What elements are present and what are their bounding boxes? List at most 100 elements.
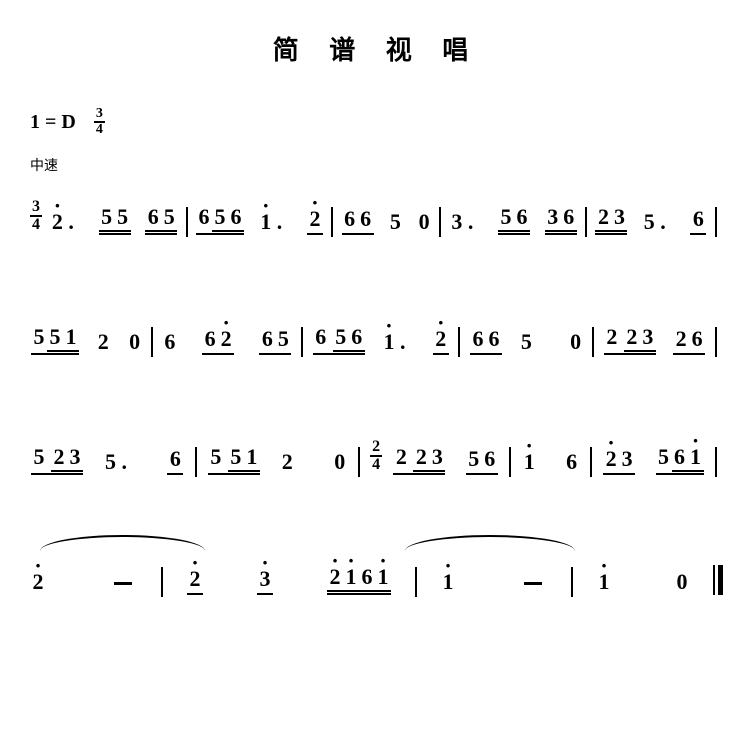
note: 6 <box>564 449 580 475</box>
eighth-group: 3 <box>257 566 273 595</box>
note: 2 <box>95 329 111 355</box>
barline <box>151 327 153 357</box>
note: 6 <box>196 204 212 232</box>
note: 6 <box>259 326 275 352</box>
eighth-group: 2 <box>187 566 203 595</box>
eighth-group: 65 <box>145 204 177 235</box>
eighth-group: 23 <box>595 204 627 235</box>
eighth-group: 551 <box>31 324 79 355</box>
barline <box>592 327 594 357</box>
note: 2 <box>279 449 295 475</box>
dash-rest <box>524 582 542 585</box>
sixteenth-group: 23 <box>51 444 83 472</box>
barline <box>571 567 573 597</box>
note: 0 <box>568 329 584 355</box>
note: 1 <box>63 324 79 350</box>
barline <box>715 327 717 357</box>
barline <box>439 207 441 237</box>
barline <box>195 447 197 477</box>
barline <box>331 207 333 237</box>
sixteenth-group: 51 <box>228 444 260 472</box>
note: 6 <box>689 326 705 352</box>
staff-line: 5235.65512024223561623561 <box>30 435 723 475</box>
inline-time-signature: 24 <box>370 439 382 473</box>
duration-dot: . <box>397 329 409 355</box>
dash-rest <box>114 582 132 585</box>
note: 2 <box>327 564 343 590</box>
note: 3 <box>429 444 445 470</box>
note: 1 <box>258 209 274 235</box>
note: 5 <box>31 324 47 352</box>
eighth-group: 56 <box>498 204 530 235</box>
note: 0 <box>332 449 348 475</box>
sixteenth-group: 61 <box>359 564 391 592</box>
note: 6 <box>145 204 161 230</box>
note: 2 <box>307 206 323 232</box>
note: 5 <box>275 326 291 352</box>
note: 2 <box>673 326 689 352</box>
note: 1 <box>440 569 456 595</box>
note: 5 <box>228 444 244 470</box>
final-barline <box>713 565 723 595</box>
note: 6 <box>359 564 375 590</box>
note: 6 <box>561 204 577 230</box>
eighth-group: 56 <box>466 446 498 475</box>
barline <box>458 327 460 357</box>
staff-line: 2232161110 <box>30 555 723 595</box>
sixteenth-group: 56 <box>498 204 530 232</box>
note: 0 <box>127 329 143 355</box>
note: 2 <box>595 204 611 230</box>
duration-dot: . <box>65 209 77 235</box>
key-signature-line: 1 = D 3 4 <box>30 107 723 137</box>
barline <box>161 567 163 597</box>
note: 6 <box>202 326 218 352</box>
note: 6 <box>486 326 502 352</box>
duration-dot: . <box>465 209 477 235</box>
note: 3 <box>640 324 656 350</box>
note: 6 <box>349 324 365 350</box>
tempo-mark: 中速 <box>30 155 723 175</box>
note: 5 <box>641 209 657 235</box>
music-body: 342.55656561.266503.5636235.655120662656… <box>30 195 723 595</box>
eighth-group: 6 <box>167 446 183 475</box>
eighth-group: 223 <box>393 444 445 475</box>
note: 5 <box>466 446 482 472</box>
note: 3 <box>449 209 465 235</box>
barline <box>590 447 592 477</box>
sixteenth-group: 21 <box>327 564 359 592</box>
note: 6 <box>482 446 498 472</box>
key-prefix: 1 = D <box>30 111 76 134</box>
note: 6 <box>672 444 688 470</box>
note: 6 <box>342 206 358 232</box>
title: 简 谱 视 唱 <box>30 30 723 67</box>
note: 3 <box>611 204 627 230</box>
note: 2 <box>603 446 619 472</box>
note: 3 <box>619 446 635 472</box>
sixteenth-group: 56 <box>333 324 365 352</box>
note: 5 <box>99 204 115 230</box>
staff-line: 55120662656561.2665022326 <box>30 315 723 355</box>
barline <box>509 447 511 477</box>
note: 3 <box>67 444 83 470</box>
sixteenth-group: 55 <box>99 204 131 232</box>
eighth-group: 2 <box>307 206 323 235</box>
note: 6 <box>514 204 530 230</box>
note: 2 <box>413 444 429 470</box>
note: 3 <box>257 566 273 592</box>
eighth-group: 26 <box>673 326 705 355</box>
eighth-group: 523 <box>31 444 83 475</box>
staff-line: 342.55656561.266503.5636235.6 <box>30 195 723 235</box>
note: 6 <box>228 204 244 230</box>
sixteenth-group: 51 <box>47 324 79 352</box>
note: 5 <box>212 204 228 230</box>
note: 1 <box>688 444 704 470</box>
barline <box>715 207 717 237</box>
note: 5 <box>333 324 349 350</box>
barline <box>358 447 360 477</box>
note: 5 <box>387 209 403 235</box>
sixteenth-group: 23 <box>413 444 445 472</box>
tie-arc <box>40 535 205 551</box>
eighth-group: 656 <box>196 204 244 235</box>
line-time-signature: 34 <box>30 199 42 233</box>
note: 2 <box>218 326 234 352</box>
